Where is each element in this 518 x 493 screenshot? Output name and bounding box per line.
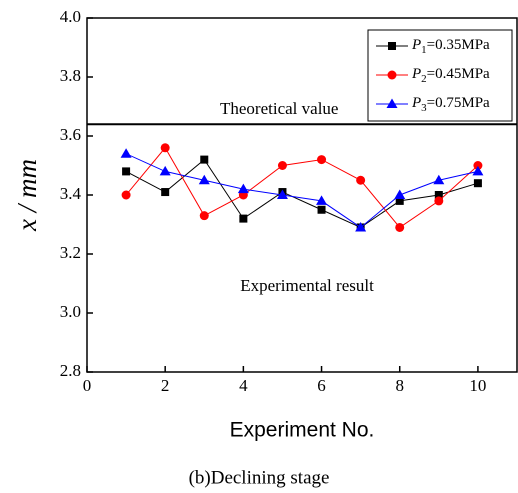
- legend-marker: [388, 42, 396, 50]
- marker: [433, 174, 445, 185]
- marker: [395, 222, 405, 232]
- legend-marker: [387, 70, 397, 80]
- marker: [159, 165, 171, 176]
- marker: [121, 190, 131, 200]
- caption: (b)Declining stage: [189, 467, 330, 488]
- series-line: [125, 158, 479, 229]
- y-tick-label: 3.2: [60, 243, 81, 262]
- series-line: [125, 153, 479, 229]
- marker: [161, 188, 170, 197]
- marker: [434, 191, 443, 199]
- experimental-label: Experimental result: [240, 276, 374, 295]
- marker: [277, 161, 287, 170]
- x-tick-label: 2: [161, 376, 170, 395]
- marker: [317, 155, 327, 165]
- marker: [356, 175, 366, 185]
- marker: [472, 165, 484, 176]
- x-tick-label: 6: [317, 376, 326, 395]
- y-tick-label: 3.0: [60, 302, 81, 321]
- marker: [317, 205, 326, 214]
- y-tick-label: 2.8: [60, 361, 81, 380]
- theoretical-label: Theoretical value: [220, 99, 338, 118]
- y-tick-label: 4.0: [60, 7, 81, 26]
- marker: [276, 189, 288, 199]
- marker: [395, 196, 404, 205]
- marker: [237, 183, 249, 194]
- legend-label: P1=0.35MPa: [411, 37, 490, 55]
- x-tick-label: 10: [469, 376, 486, 395]
- x-tick-label: 0: [83, 376, 92, 395]
- x-tick-label: 8: [395, 376, 404, 395]
- legend-marker: [386, 98, 398, 108]
- marker: [120, 148, 132, 158]
- marker: [200, 155, 209, 164]
- marker: [160, 143, 170, 153]
- x-axis-label: Experiment No.: [230, 419, 375, 442]
- legend-label: P3=0.75MPa: [411, 95, 490, 113]
- marker: [316, 195, 328, 205]
- marker: [122, 167, 131, 176]
- marker: [473, 179, 482, 188]
- marker: [473, 161, 483, 170]
- y-axis-label: x / mm: [12, 159, 42, 232]
- marker: [198, 174, 210, 185]
- marker: [394, 189, 406, 199]
- y-tick-label: 3.8: [60, 66, 81, 85]
- y-tick-label: 3.6: [60, 125, 81, 144]
- x-tick-label: 4: [239, 376, 248, 395]
- marker: [239, 214, 248, 223]
- marker: [434, 196, 444, 206]
- marker: [355, 221, 367, 232]
- legend-label: P2=0.45MPa: [411, 66, 490, 84]
- series-line: [125, 146, 479, 229]
- y-tick-label: 3.4: [60, 184, 82, 203]
- marker: [199, 211, 209, 221]
